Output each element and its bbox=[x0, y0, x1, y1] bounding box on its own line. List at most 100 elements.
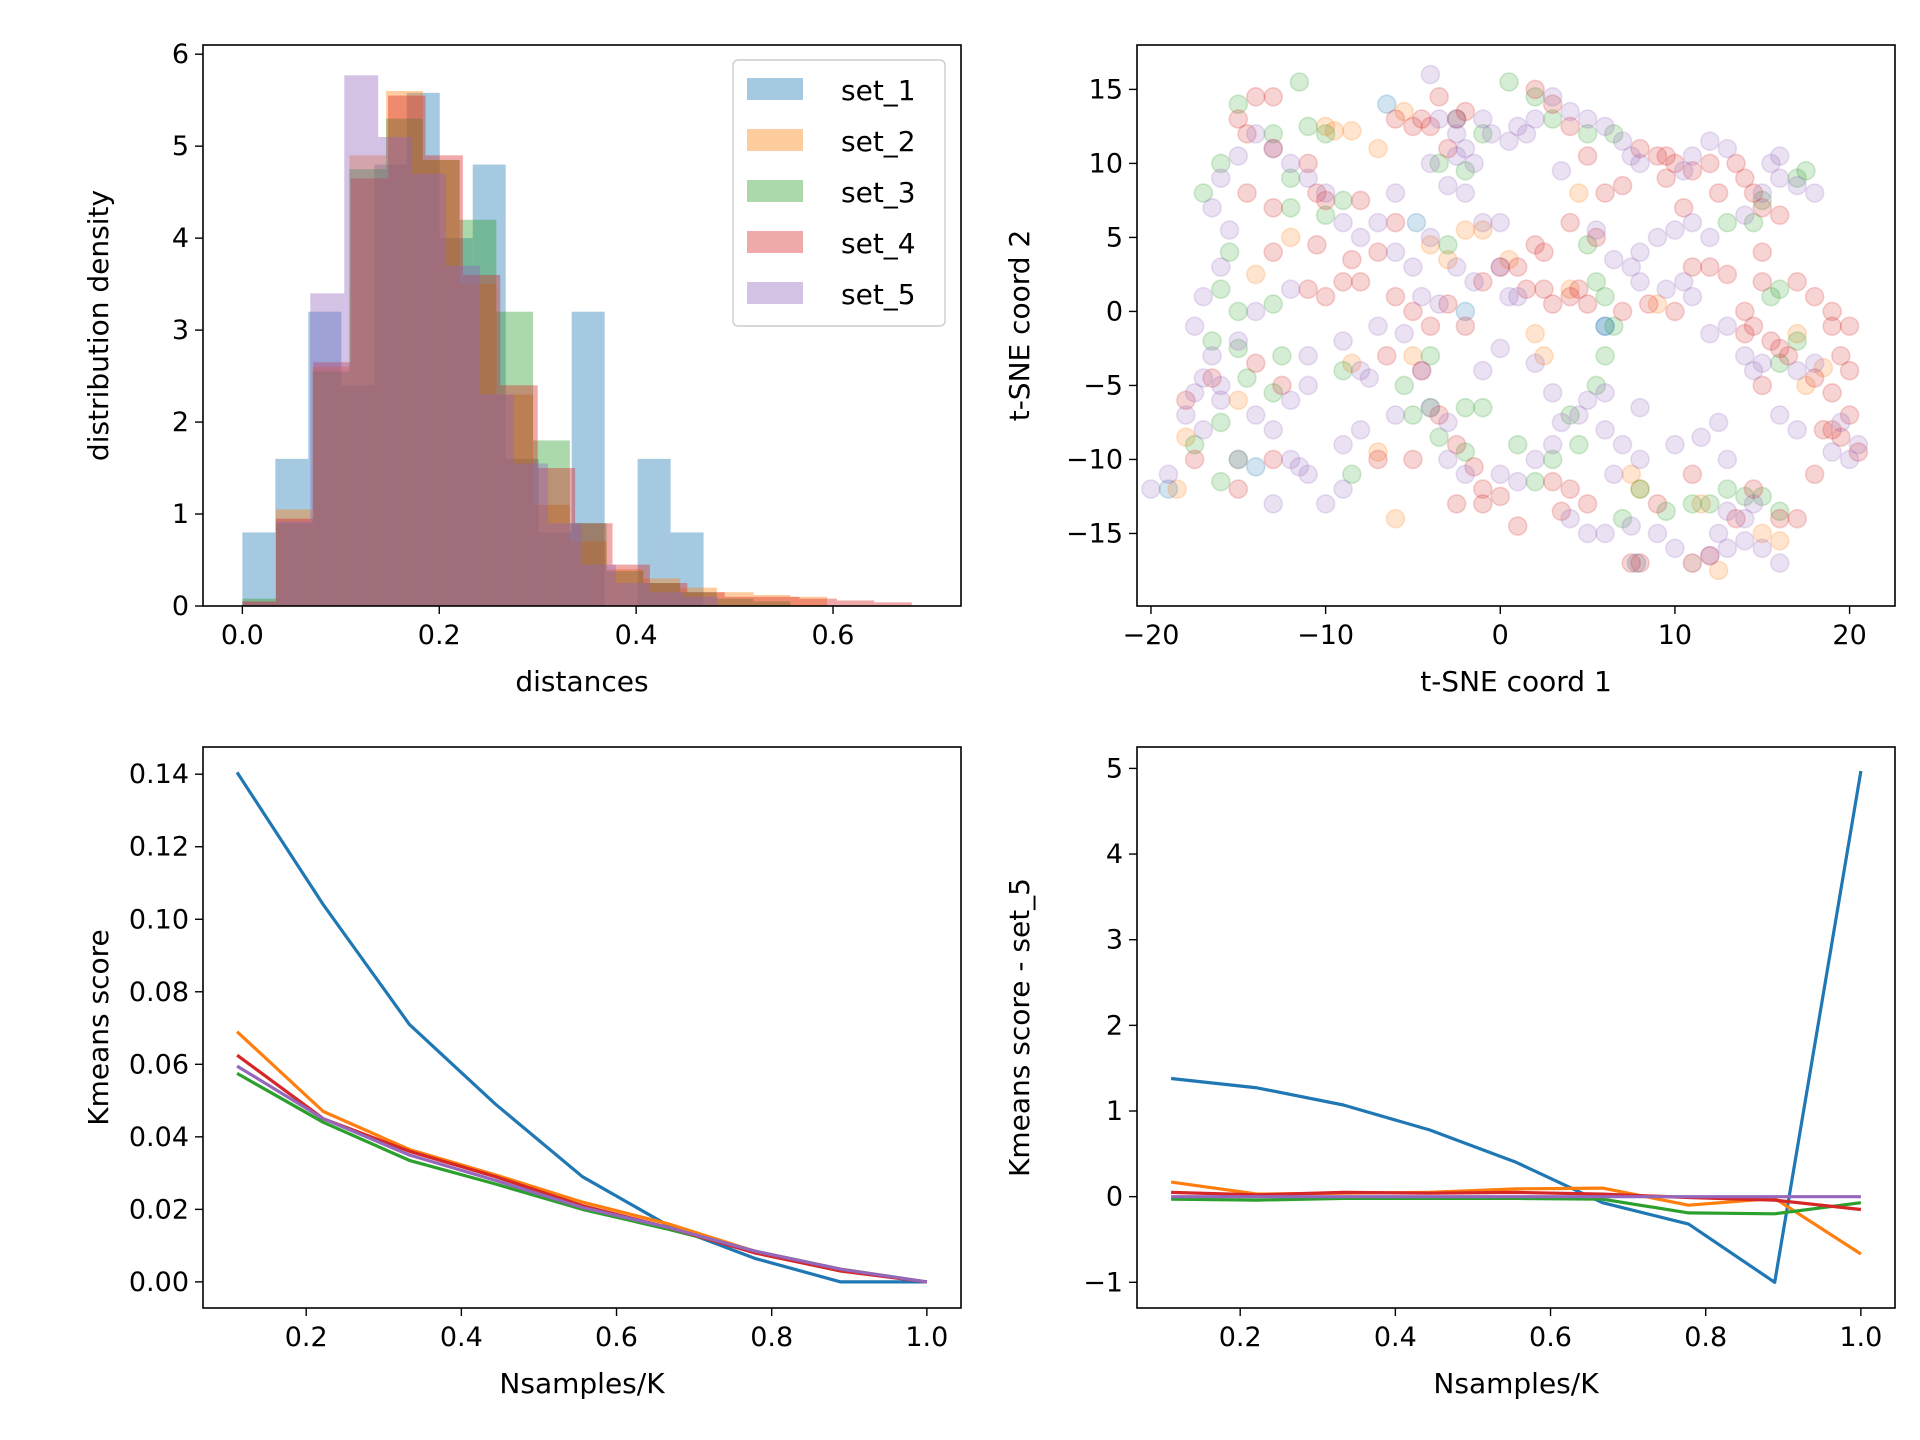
scatter-point bbox=[1455, 316, 1476, 337]
scatter-point bbox=[1420, 316, 1441, 337]
scatter-point bbox=[1787, 175, 1807, 196]
scatter-point bbox=[1219, 242, 1240, 263]
scatter-point bbox=[1743, 479, 1764, 499]
scatter-point bbox=[1560, 101, 1580, 122]
scatter-point bbox=[1804, 464, 1825, 485]
histogram-bar bbox=[446, 265, 481, 606]
scatter-point bbox=[1595, 183, 1615, 203]
scatter-point bbox=[1604, 316, 1624, 337]
scatter-point bbox=[1315, 190, 1336, 211]
series-line bbox=[236, 1064, 928, 1284]
scatter-point bbox=[1752, 353, 1773, 374]
scatter-point bbox=[1263, 138, 1284, 159]
y-tick-label: 4 bbox=[1106, 839, 1123, 870]
histogram-bar bbox=[349, 169, 387, 606]
scatter-point bbox=[1577, 146, 1598, 166]
scatter-point bbox=[1525, 353, 1546, 374]
scatter-point bbox=[1700, 131, 1720, 152]
legend-entry: set_1 bbox=[841, 74, 916, 107]
histogram-bar bbox=[422, 159, 460, 606]
histogram-bar bbox=[242, 602, 277, 606]
y-tick-label: 0.10 bbox=[129, 904, 189, 935]
scatter-point bbox=[1734, 346, 1755, 366]
scatter-point bbox=[1263, 198, 1284, 218]
y-tick-label: −1 bbox=[1083, 1267, 1123, 1298]
histogram-bar bbox=[374, 164, 407, 606]
scatter-point bbox=[1464, 457, 1484, 477]
series-lines bbox=[235, 771, 928, 1284]
scatter-point bbox=[1368, 242, 1388, 263]
x-tick-label: 0.2 bbox=[1219, 1322, 1262, 1353]
y-tick-label: 15 bbox=[1089, 74, 1123, 105]
scatter-point bbox=[1280, 279, 1301, 300]
legend-swatch bbox=[747, 282, 803, 304]
plot-frame bbox=[1136, 746, 1896, 1309]
scatter-point bbox=[1455, 397, 1476, 418]
scatter-point bbox=[1507, 471, 1528, 492]
scatter-point bbox=[1577, 523, 1598, 544]
y-tick-label: 1 bbox=[172, 499, 189, 530]
x-tick-label: 0 bbox=[1492, 620, 1509, 651]
x-tick-label: −10 bbox=[1297, 620, 1354, 651]
scatter-point bbox=[1420, 346, 1441, 366]
series-line bbox=[1171, 1190, 1862, 1212]
histogram-bar bbox=[569, 541, 607, 606]
scatter-point bbox=[1665, 153, 1685, 174]
y-tick-label: −5 bbox=[1083, 370, 1123, 401]
histogram-bar bbox=[459, 219, 497, 606]
x-axis-label: Nsamples/K bbox=[1433, 1367, 1599, 1400]
scatter-point bbox=[1525, 87, 1546, 107]
y-tick-label: 5 bbox=[1106, 222, 1123, 253]
scatter-point bbox=[1682, 161, 1703, 181]
y-tick-label: 4 bbox=[172, 223, 189, 254]
scatter-point bbox=[1752, 198, 1773, 218]
scatter-point bbox=[1796, 375, 1816, 396]
scatter-point bbox=[1473, 479, 1493, 499]
scatter-point bbox=[1630, 138, 1650, 159]
scatter-point bbox=[1263, 383, 1284, 403]
histogram-bar bbox=[242, 532, 276, 606]
scatter-point bbox=[1787, 420, 1807, 440]
kmeans-score-diff-panel: 0.2 0.4 0.6 0.8 1.0 −1 0 1 2 3 4 5 Nsamples/K Kmeans … bbox=[1003, 746, 1896, 1400]
scatter-point bbox=[1438, 175, 1458, 196]
scatter-point bbox=[1490, 338, 1511, 359]
histogram-bar bbox=[724, 596, 763, 606]
scatter-point bbox=[1359, 368, 1380, 388]
scatter-point bbox=[1263, 420, 1284, 440]
scatter-point bbox=[1473, 397, 1493, 418]
y-tick-label: 0 bbox=[1106, 1182, 1123, 1213]
scatter-point bbox=[1245, 457, 1266, 477]
histogram-bar bbox=[341, 385, 375, 606]
y-axis-label: t-SNE coord 2 bbox=[1003, 230, 1036, 422]
legend-entry: set_2 bbox=[841, 125, 916, 158]
scatter-point bbox=[1368, 138, 1388, 159]
scatter-point bbox=[1682, 553, 1703, 573]
scatter-point bbox=[1438, 412, 1458, 433]
y-tick-label: −15 bbox=[1066, 518, 1123, 549]
scatter-point bbox=[1455, 101, 1476, 122]
scatter-point bbox=[1228, 390, 1249, 411]
scatter-point bbox=[1211, 390, 1231, 411]
scatter-point bbox=[1656, 279, 1677, 300]
scatter-point bbox=[1717, 449, 1738, 470]
x-tick-label: 0.4 bbox=[615, 620, 658, 651]
histogram-bar bbox=[275, 523, 313, 606]
scatter-point bbox=[1612, 131, 1633, 152]
scatter-point bbox=[1804, 286, 1825, 307]
scatter-point bbox=[1630, 553, 1650, 573]
scatter-point bbox=[1796, 161, 1816, 181]
scatter-point bbox=[1429, 87, 1449, 107]
histogram-bar bbox=[275, 458, 309, 606]
scatter-point bbox=[1385, 242, 1406, 263]
histogram-bar bbox=[571, 311, 605, 606]
scatter-point bbox=[1717, 479, 1738, 499]
scatter-point bbox=[1752, 538, 1773, 559]
scatter-point bbox=[1612, 434, 1633, 455]
scatter-point bbox=[1263, 124, 1284, 144]
scatter-point bbox=[1560, 508, 1580, 529]
scatter-point bbox=[1551, 412, 1572, 433]
scatter-point bbox=[1315, 116, 1336, 137]
scatter-point bbox=[1560, 116, 1580, 137]
scatter-point bbox=[1376, 346, 1397, 366]
scatter-point bbox=[1385, 183, 1406, 203]
